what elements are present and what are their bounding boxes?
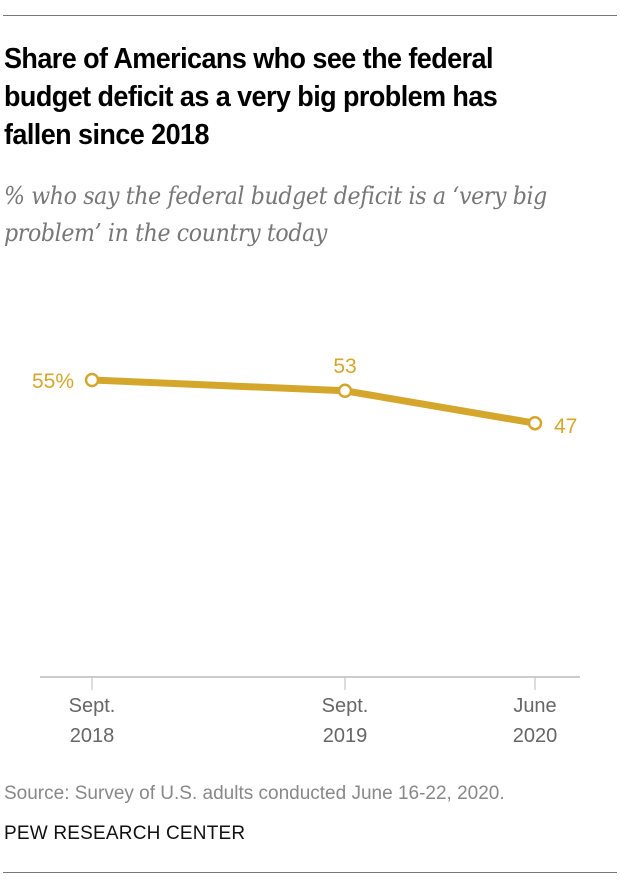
series-line [91,376,536,427]
chart-title: Share of Americans who see the federal b… [4,43,498,151]
x-tick-label: Sept. [322,695,369,717]
data-point [527,415,543,431]
x-tick-label: 2018 [70,725,115,747]
data-label: 55% [32,370,74,393]
chart-subtitle: % who say the federal budget deficit is … [4,182,547,247]
data-label: 47 [554,415,577,438]
data-label: 53 [333,355,356,378]
source-note: Source: Survey of U.S. adults conducted … [4,783,505,804]
x-tick-label: Sept. [69,695,116,717]
top-rule [3,15,617,16]
x-tick-label: 2019 [323,725,368,747]
x-tick-label: June [513,695,556,717]
data-point [337,383,353,399]
bottom-rule [3,872,617,873]
brand-name: PEW RESEARCH CENTER [4,823,246,844]
data-point [84,372,100,388]
x-tick-label: 2020 [513,725,558,747]
